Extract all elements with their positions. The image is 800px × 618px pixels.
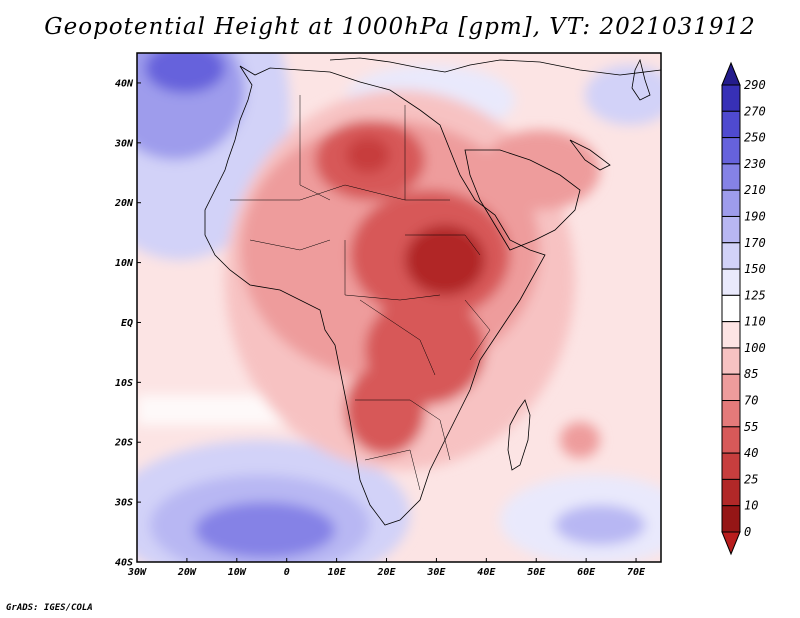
europe-coastline [329, 57, 661, 76]
height-field [137, 53, 661, 562]
border-west [249, 239, 331, 251]
lon-tick-label: 20E [376, 567, 396, 578]
persian-gulf-coastline [569, 139, 611, 171]
colorbar-label: 0 [744, 525, 751, 539]
colorbar-swatch [721, 452, 741, 480]
colorbar-label: 125 [744, 288, 766, 302]
colorbar-bottom-arrow [721, 531, 741, 556]
border-central [344, 240, 441, 301]
border-sahel [230, 184, 406, 201]
colorbar-label: 10 [744, 499, 758, 513]
iran-high [585, 65, 661, 125]
lat-tick-label: 40S [115, 558, 133, 569]
lon-tick-label: 60E [577, 567, 596, 578]
colorbar-label: 170 [744, 236, 766, 250]
colorbar-label: 250 [744, 131, 766, 145]
colorbar-swatch [721, 110, 741, 139]
latitude-axis: 40N 30N 20N 10N EQ 10S 20S 30S 40S [114, 78, 141, 569]
lon-tick-label: 0 [284, 567, 290, 578]
coastlines [204, 57, 661, 526]
madagascar-coastline [507, 399, 531, 471]
colorbar-swatch [721, 505, 741, 533]
border-namibia [364, 449, 421, 491]
colorbar-swatch [721, 189, 741, 217]
country-borders [230, 95, 491, 491]
colorbar-label: 25 [744, 472, 758, 486]
lat-tick-label: 10N [115, 258, 134, 269]
colorbar: 2902702502302101901701501251101008570554… [721, 61, 766, 556]
border-drc [359, 299, 436, 376]
lon-tick-label: 10E [328, 567, 347, 578]
colorbar-swatch [721, 373, 741, 402]
lon-tick-label: 30W [127, 567, 147, 578]
lat-tick-label: EQ [121, 318, 133, 329]
lat-tick-label: 30S [114, 498, 133, 509]
lat-tick-label: 20N [114, 198, 134, 209]
lon-tick-label: 50E [527, 567, 546, 578]
colorbar-label: 110 [744, 315, 766, 329]
border-southern [355, 399, 451, 461]
colorbar-label: 100 [744, 341, 766, 355]
colorbar-label: 270 [744, 104, 766, 118]
grads-credit: GrADS: IGES/COLA [6, 603, 93, 613]
sudan-low-core [405, 225, 485, 295]
colorbar-swatch [721, 242, 741, 270]
colorbar-swatch [721, 321, 741, 349]
longitude-axis: 30W 20W 10W 0 10E 20E 30E 40E 50E 60E 70E [127, 558, 646, 578]
caspian-coastline [631, 58, 651, 101]
indian-ocean-high-core [555, 505, 645, 545]
atlantic-south-high-core [195, 502, 335, 558]
arabia-coastline [464, 149, 581, 251]
border-east [464, 299, 491, 361]
border-algeria-libya [299, 95, 331, 201]
lon-tick-label: 30E [426, 567, 446, 578]
atlantic-nw-high-core [145, 53, 225, 93]
kalahari-low [345, 365, 425, 455]
colorbar-swatch [721, 426, 741, 454]
colorbar-label: 210 [744, 183, 766, 197]
lon-tick-label: 40E [477, 567, 496, 578]
colorbar-swatch [721, 268, 741, 296]
colorbar-label: 70 [744, 394, 758, 408]
lat-tick-label: 30N [114, 138, 134, 149]
sahara-low-core [346, 137, 390, 173]
lon-tick-label: 10W [228, 567, 247, 578]
colorbar-swatch [721, 163, 741, 191]
colorbar-swatch [721, 215, 741, 244]
colorbar-swatch [721, 294, 741, 323]
africa-coastline [204, 65, 546, 526]
colorbar-label: 230 [744, 157, 766, 171]
lon-tick-label: 20W [177, 567, 197, 578]
colorbar-swatch [721, 347, 741, 375]
colorbar-swatch [721, 84, 741, 112]
lat-tick-label: 10S [115, 378, 133, 389]
colorbar-label: 85 [744, 367, 758, 381]
colorbar-label: 190 [744, 209, 766, 223]
plot-border [136, 52, 662, 563]
colorbar-swatch [721, 137, 741, 165]
colorbar-label: 40 [744, 446, 758, 460]
chart-title: Geopotential Height at 1000hPa [gpm], VT… [44, 14, 756, 40]
arabia-low [480, 130, 600, 210]
lat-tick-label: 20S [114, 438, 133, 449]
plot-frame [136, 52, 662, 563]
colorbar-label: 290 [744, 78, 766, 92]
border-sudan [405, 234, 481, 256]
lat-tick-label: 40N [115, 78, 134, 89]
colorbar-top-arrow [721, 61, 741, 86]
lon-tick-label: 70E [627, 567, 646, 578]
colorbar-swatch [721, 400, 741, 428]
colorbar-label: 55 [744, 420, 758, 434]
madagascar-low [560, 422, 600, 458]
colorbar-label: 150 [744, 262, 766, 276]
colorbar-swatch [721, 478, 741, 507]
